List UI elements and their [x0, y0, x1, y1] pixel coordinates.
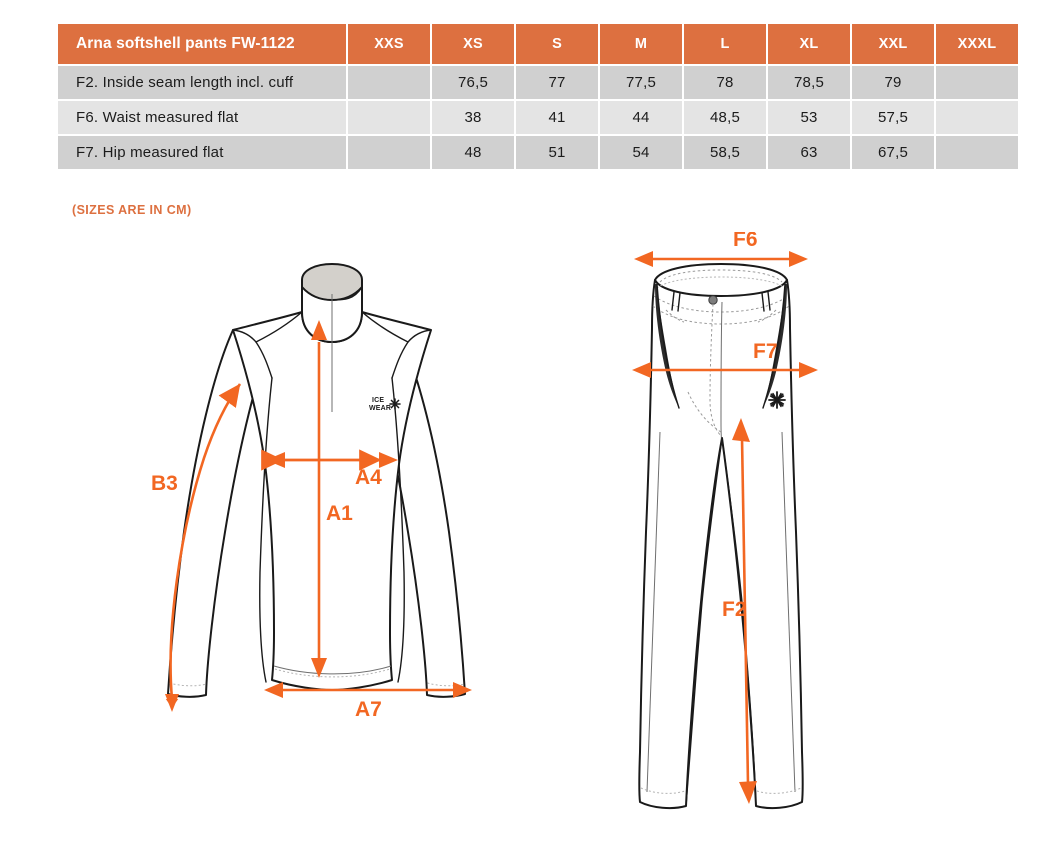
measurement-value: 54	[600, 136, 682, 169]
measurement-label: F2. Inside seam length incl. cuff	[58, 66, 346, 99]
size-header-xxxl: XXXL	[936, 24, 1018, 64]
measurement-value	[348, 101, 430, 134]
table-row: F6. Waist measured flat 38 41 44 48,5 53…	[58, 101, 1018, 134]
size-header-xxl: XXL	[852, 24, 934, 64]
table-header: Arna softshell pants FW-1122 XXS XS S M …	[58, 24, 1018, 64]
measurement-value	[936, 136, 1018, 169]
measurement-value: 41	[516, 101, 598, 134]
measurement-label: F7. Hip measured flat	[58, 136, 346, 169]
measurement-value: 48,5	[684, 101, 766, 134]
brand-text-line2: WEAR	[369, 405, 391, 412]
size-header-xs: XS	[432, 24, 514, 64]
measurement-label-a1: A1	[326, 502, 353, 525]
measurement-value: 79	[852, 66, 934, 99]
measurement-value: 76,5	[432, 66, 514, 99]
table-row: F7. Hip measured flat 48 51 54 58,5 63 6…	[58, 136, 1018, 169]
measurement-value: 51	[516, 136, 598, 169]
measurement-value: 48	[432, 136, 514, 169]
header-row: Arna softshell pants FW-1122 XXS XS S M …	[58, 24, 1018, 64]
measurement-label: F6. Waist measured flat	[58, 101, 346, 134]
size-header-xl: XL	[768, 24, 850, 64]
garment-illustrations: ICE WEAR B3 A4	[0, 232, 1038, 856]
table-body: F2. Inside seam length incl. cuff 76,5 7…	[58, 66, 1018, 169]
measurement-value: 38	[432, 101, 514, 134]
measurement-value: 58,5	[684, 136, 766, 169]
measurement-value: 78,5	[768, 66, 850, 99]
measurement-a4: A4	[261, 449, 398, 489]
measurement-value	[936, 101, 1018, 134]
product-title: Arna softshell pants FW-1122	[58, 24, 346, 64]
measurement-value	[348, 136, 430, 169]
size-header-l: L	[684, 24, 766, 64]
size-header-m: M	[600, 24, 682, 64]
measurement-label-f6: F6	[733, 232, 758, 251]
measurement-value: 63	[768, 136, 850, 169]
ice-wear-logo: ICE WEAR	[369, 397, 401, 412]
measurement-value: 44	[600, 101, 682, 134]
measurement-value: 57,5	[852, 101, 934, 134]
measurement-value: 67,5	[852, 136, 934, 169]
measurement-label-f2: F2	[722, 598, 747, 621]
size-chart-table: Arna softshell pants FW-1122 XXS XS S M …	[56, 22, 1020, 171]
measurement-a1: A1	[311, 320, 353, 678]
measurement-value: 77	[516, 66, 598, 99]
brand-text-line1: ICE	[372, 397, 384, 404]
measurement-value	[936, 66, 1018, 99]
measurement-label-a7: A7	[355, 698, 382, 721]
measurement-value: 78	[684, 66, 766, 99]
pants-illustration: F6 F7 F2	[632, 232, 818, 810]
measurement-f2: F2	[722, 418, 757, 804]
measurement-f7: F7	[632, 340, 818, 378]
measurement-b3: B3	[151, 383, 242, 712]
pants-snowflake-icon	[768, 391, 786, 409]
measurement-label-a4: A4	[355, 466, 382, 489]
jacket-illustration: ICE WEAR B3 A4	[151, 262, 472, 721]
measurement-f6: F6	[634, 232, 808, 267]
measurement-value: 77,5	[600, 66, 682, 99]
measurement-value	[348, 66, 430, 99]
measurement-value: 53	[768, 101, 850, 134]
size-header-xxs: XXS	[348, 24, 430, 64]
snowflake-icon	[389, 398, 401, 410]
units-caption: (SIZES ARE IN CM)	[72, 203, 192, 217]
size-header-s: S	[516, 24, 598, 64]
measurement-a7: A7	[264, 682, 472, 721]
measurement-label-f7: F7	[753, 340, 778, 363]
measurement-label-b3: B3	[151, 472, 178, 495]
table-row: F2. Inside seam length incl. cuff 76,5 7…	[58, 66, 1018, 99]
